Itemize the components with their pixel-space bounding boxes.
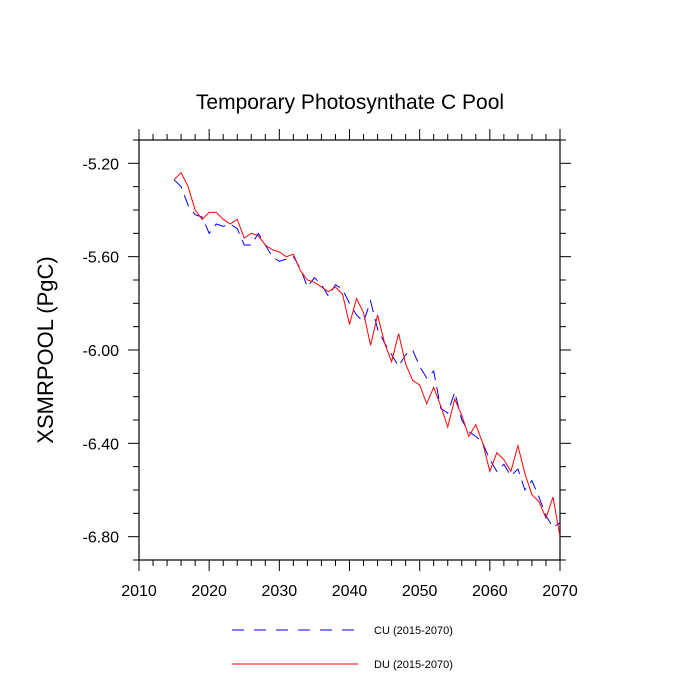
y-tick-label: -6.40 <box>83 436 120 453</box>
legend-label: CU (2015-2070) <box>374 625 453 637</box>
plot-frame <box>138 139 561 561</box>
x-tick-label: 2010 <box>121 583 157 600</box>
plot-axes: 2010 2020 2030 2040 2050 2060 2070 -5.20 -5.60 -6… <box>83 129 578 600</box>
x-tick-label: 2040 <box>332 583 368 600</box>
y-tick-label: -6.80 <box>83 530 120 547</box>
y-tick-label: -5.20 <box>83 156 120 173</box>
chart-title: Temporary Photosynthate C Pool <box>196 91 504 114</box>
legend: CU (2015-2070) DU (2015-2070) <box>232 625 453 671</box>
x-tick-label: 2060 <box>472 583 508 600</box>
y-tick-label: -6.00 <box>83 343 120 360</box>
legend-label: DU (2015-2070) <box>374 659 453 671</box>
y-tick-label: -5.60 <box>83 250 120 267</box>
series-line-cu <box>173 179 561 529</box>
series-line-du <box>173 171 561 537</box>
y-axis-label: XSMRPOOL (PgC) <box>33 256 58 443</box>
x-tick-label: 2020 <box>191 583 227 600</box>
x-tick-label: 2030 <box>262 583 298 600</box>
x-tick-label: 2050 <box>402 583 438 600</box>
x-tick-label: 2070 <box>542 583 578 600</box>
series-layer <box>173 171 561 537</box>
